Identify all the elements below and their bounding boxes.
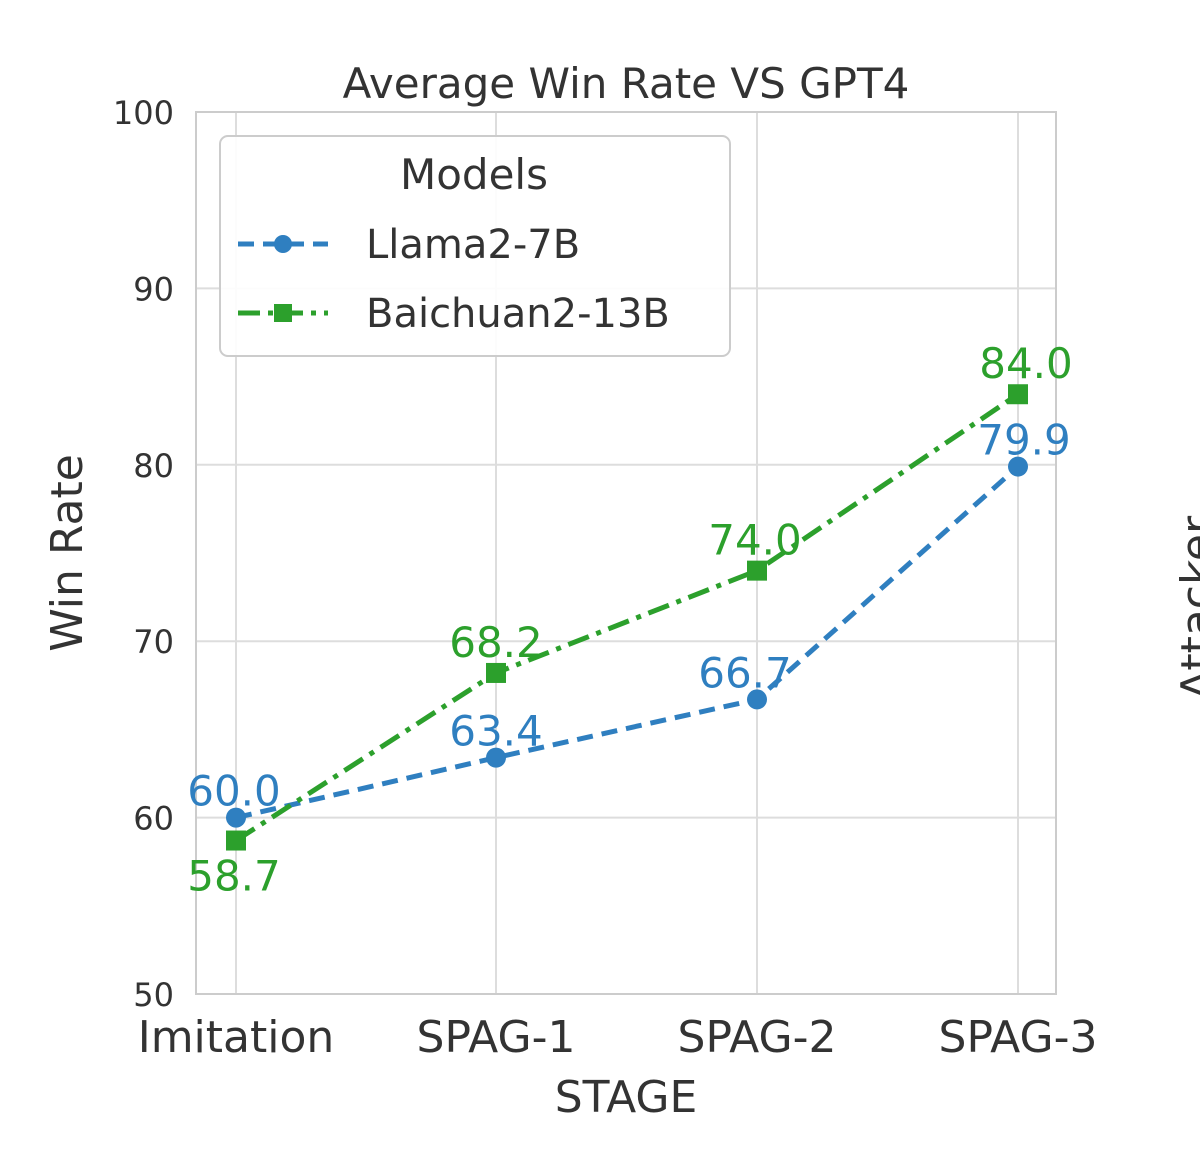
legend: Models Llama2-7B Baichuan2-13B xyxy=(219,135,731,357)
legend-marker-baichuan2-13b xyxy=(274,304,292,322)
plot-frame xyxy=(195,111,1057,995)
legend-title: Models xyxy=(400,150,548,199)
data-label-llama2-7b: 63.4 xyxy=(449,707,543,756)
data-label-llama2-7b: 66.7 xyxy=(698,648,792,697)
y-tick-label: 90 xyxy=(133,270,174,308)
point-baichuan2-13b xyxy=(226,830,246,851)
series-line-baichuan2-13b xyxy=(234,392,1020,843)
x-tick-labels: Imitation SPAG-1 SPAG-2 SPAG-3 xyxy=(138,1012,1098,1063)
point-llama2-7b xyxy=(486,747,506,768)
data-label-baichuan2-13b: 68.2 xyxy=(449,618,543,667)
legend-label-baichuan2-13b: Baichuan2-13B xyxy=(366,291,670,337)
series-line-llama2-7b xyxy=(235,464,1020,821)
point-llama2-7b xyxy=(747,689,767,710)
series-group: 60.0 63.4 66.7 79.9 58.7 68.2 74.0 84.0 xyxy=(187,339,1073,900)
x-tick-label: Imitation xyxy=(138,1012,335,1063)
y-axis-label: Win Rate xyxy=(42,454,93,652)
x-tick-label: SPAG-2 xyxy=(678,1012,837,1063)
data-label-baichuan2-13b: 84.0 xyxy=(979,339,1073,388)
point-baichuan2-13b xyxy=(486,662,506,683)
point-llama2-7b xyxy=(226,807,246,828)
y-tick-label: 100 xyxy=(113,94,174,132)
legend-marker-llama2-7b xyxy=(274,235,292,253)
data-label-baichuan2-13b: 58.7 xyxy=(187,852,281,901)
point-baichuan2-13b xyxy=(747,560,767,581)
point-llama2-7b xyxy=(1008,456,1028,477)
x-tick-label: SPAG-1 xyxy=(417,1012,576,1063)
data-label-baichuan2-13b: 74.0 xyxy=(708,516,802,565)
y-tick-label: 60 xyxy=(133,800,174,838)
x-tick-label: SPAG-3 xyxy=(939,1012,1098,1063)
x-axis-label: STAGE xyxy=(555,1072,698,1123)
legend-box xyxy=(219,135,731,357)
adjacent-axis-label-cut: Attacker xyxy=(1172,515,1200,700)
legend-label-llama2-7b: Llama2-7B xyxy=(366,222,580,268)
point-baichuan2-13b xyxy=(1008,384,1028,405)
data-label-llama2-7b: 79.9 xyxy=(977,416,1071,465)
y-tick-label: 50 xyxy=(133,976,174,1014)
y-tick-label: 80 xyxy=(133,447,174,485)
y-tick-labels: 50 60 70 80 90 100 xyxy=(113,94,174,1014)
data-label-llama2-7b: 60.0 xyxy=(187,767,281,816)
chart-title: Average Win Rate VS GPT4 xyxy=(343,59,910,108)
y-tick-label: 70 xyxy=(133,623,174,661)
